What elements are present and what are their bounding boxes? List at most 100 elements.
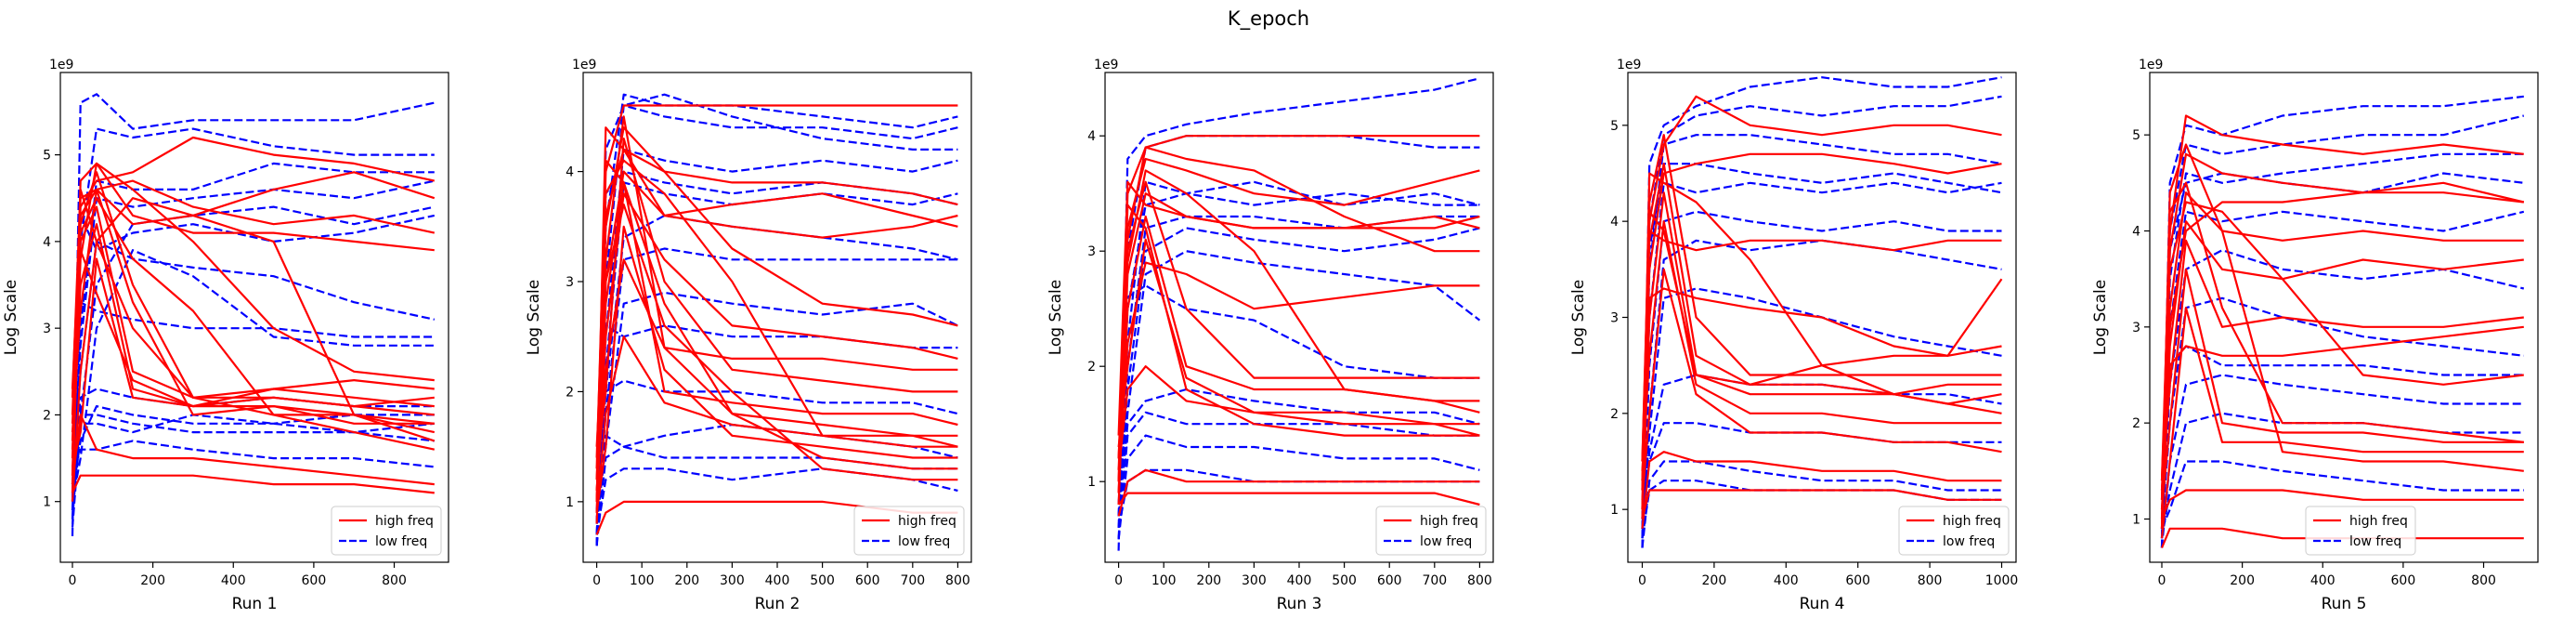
high-freq-line-4: [595, 192, 958, 492]
series-group: [1117, 77, 1481, 551]
high-freq-line-1: [2160, 114, 2524, 481]
high-freq-line-9: [595, 181, 958, 502]
low-freq-line-10: [71, 405, 435, 493]
legend-label: low freq: [898, 534, 950, 549]
high-freq-line-9: [2160, 527, 2524, 548]
figure-title: K_epoch: [1228, 7, 1309, 31]
low-freq-line-9: [1641, 460, 2002, 548]
high-freq-line-16: [595, 335, 958, 513]
x-tick-label: 600: [1377, 573, 1402, 588]
x-tick-label: 0: [1114, 573, 1123, 588]
y-offset-label: 1e9: [1094, 58, 1118, 72]
high-freq-line-15: [595, 159, 958, 470]
low-freq-line-13: [71, 440, 435, 477]
legend: high freq low freq: [1898, 506, 2010, 556]
high-freq-line-8: [1641, 451, 2002, 529]
x-tick-label: 800: [1918, 573, 1943, 588]
x-tick-label: 700: [1422, 573, 1447, 588]
y-tick-label: 3: [2132, 321, 2140, 335]
x-tick-label: 400: [1774, 573, 1799, 588]
y-tick-label: 4: [566, 165, 574, 180]
legend-label: low freq: [1420, 534, 1472, 549]
series-group: [1641, 76, 2003, 548]
y-tick-label: 4: [1087, 129, 1096, 144]
y-tick-label: 3: [1610, 311, 1619, 326]
high-freq-line-4: [1117, 180, 1480, 470]
plot-area: [1105, 72, 1493, 562]
y-axis-label: Log Scale: [1569, 280, 1588, 356]
low-freq-line-2: [1117, 135, 1480, 528]
x-tick-label: 600: [2391, 573, 2416, 588]
high-freq-line-16: [71, 162, 435, 476]
x-tick-label: 500: [1332, 573, 1357, 588]
high-freq-line-5: [2160, 239, 2524, 491]
series-group: [595, 93, 958, 546]
high-freq-line-12: [72, 474, 435, 494]
y-axis-label: Log Scale: [1047, 280, 1065, 356]
x-axis-label: Run 5: [2322, 595, 2367, 613]
high-freq-line-7: [1641, 268, 2002, 500]
low-freq-line-7: [1641, 287, 2002, 539]
high-freq-line-11: [2160, 201, 2524, 481]
x-axis-label: Run 1: [232, 595, 278, 613]
high-freq-line-8: [1117, 468, 1480, 517]
x-tick-label: 0: [1638, 573, 1646, 588]
high-freq-line-13: [595, 126, 958, 502]
series-group: [71, 93, 436, 537]
legend: high freq low freq: [853, 506, 965, 556]
x-tick-label: 600: [1845, 573, 1870, 588]
high-freq-line-11: [71, 414, 435, 486]
legend-label: low freq: [2349, 534, 2401, 549]
x-tick-label: 1000: [1985, 573, 2019, 588]
y-tick-label: 1: [2132, 513, 2140, 528]
high-freq-line-10: [71, 188, 436, 442]
y-tick-label: 2: [1087, 360, 1096, 375]
high-freq-line-15: [71, 179, 436, 389]
high-freq-line-11: [1641, 278, 2003, 481]
low-freq-line-9: [595, 434, 958, 535]
x-tick-label: 800: [382, 573, 407, 588]
legend-label: low freq: [375, 534, 427, 549]
panel-3: 0 100 200 300 400 500 600 700 800 1 2 3 4 1e9 Run 3 Log…: [1047, 58, 1494, 613]
y-tick-label: 5: [43, 149, 51, 164]
high-freq-line-12: [1117, 180, 1480, 436]
x-tick-label: 500: [810, 573, 835, 588]
low-freq-line-8: [71, 414, 435, 519]
y-tick-label: 3: [43, 322, 51, 336]
y-axis-label: Log Scale: [525, 280, 543, 356]
high-freq-line-4: [2160, 220, 2524, 529]
x-axis-label: Run 3: [1277, 595, 1322, 613]
x-tick-label: 800: [1467, 573, 1492, 588]
x-tick-label: 300: [720, 573, 745, 588]
high-freq-line-5: [71, 188, 436, 434]
legend: high freq low freq: [1375, 506, 1487, 556]
legend-box: [1898, 506, 2010, 556]
high-freq-line-13: [1117, 365, 1480, 470]
high-freq-line-10: [1641, 172, 2002, 510]
low-freq-line-9: [71, 414, 435, 528]
y-tick-label: 1: [566, 495, 574, 510]
legend-box: [1375, 506, 1487, 556]
low-freq-line-1: [2160, 95, 2524, 548]
axes-frame: [2149, 72, 2539, 563]
low-freq-line-12: [71, 214, 436, 502]
y-offset-label: 1e9: [49, 58, 73, 72]
high-freq-line-10: [2160, 181, 2524, 500]
low-freq-line-7: [71, 249, 435, 502]
low-freq-line-12: [1117, 411, 1480, 540]
x-tick-label: 100: [630, 573, 655, 588]
y-tick-label: 5: [1610, 119, 1619, 134]
high-freq-line-12: [1641, 489, 2002, 519]
high-freq-line-6: [71, 205, 435, 476]
y-offset-label: 1e9: [1617, 58, 1641, 72]
high-freq-line-13: [2160, 325, 2524, 510]
panel-5: 0 200 400 600 800 1 2 3 4 5 1e9 Run 5 Log Scale high …: [2091, 58, 2539, 613]
legend-label: high freq: [1943, 514, 2001, 529]
high-freq-line-12: [2160, 143, 2524, 529]
low-freq-line-1: [1117, 77, 1480, 551]
high-freq-line-3: [595, 170, 958, 480]
low-freq-line-4: [71, 179, 436, 493]
x-tick-label: 200: [2230, 573, 2255, 588]
y-tick-label: 2: [2132, 416, 2140, 431]
